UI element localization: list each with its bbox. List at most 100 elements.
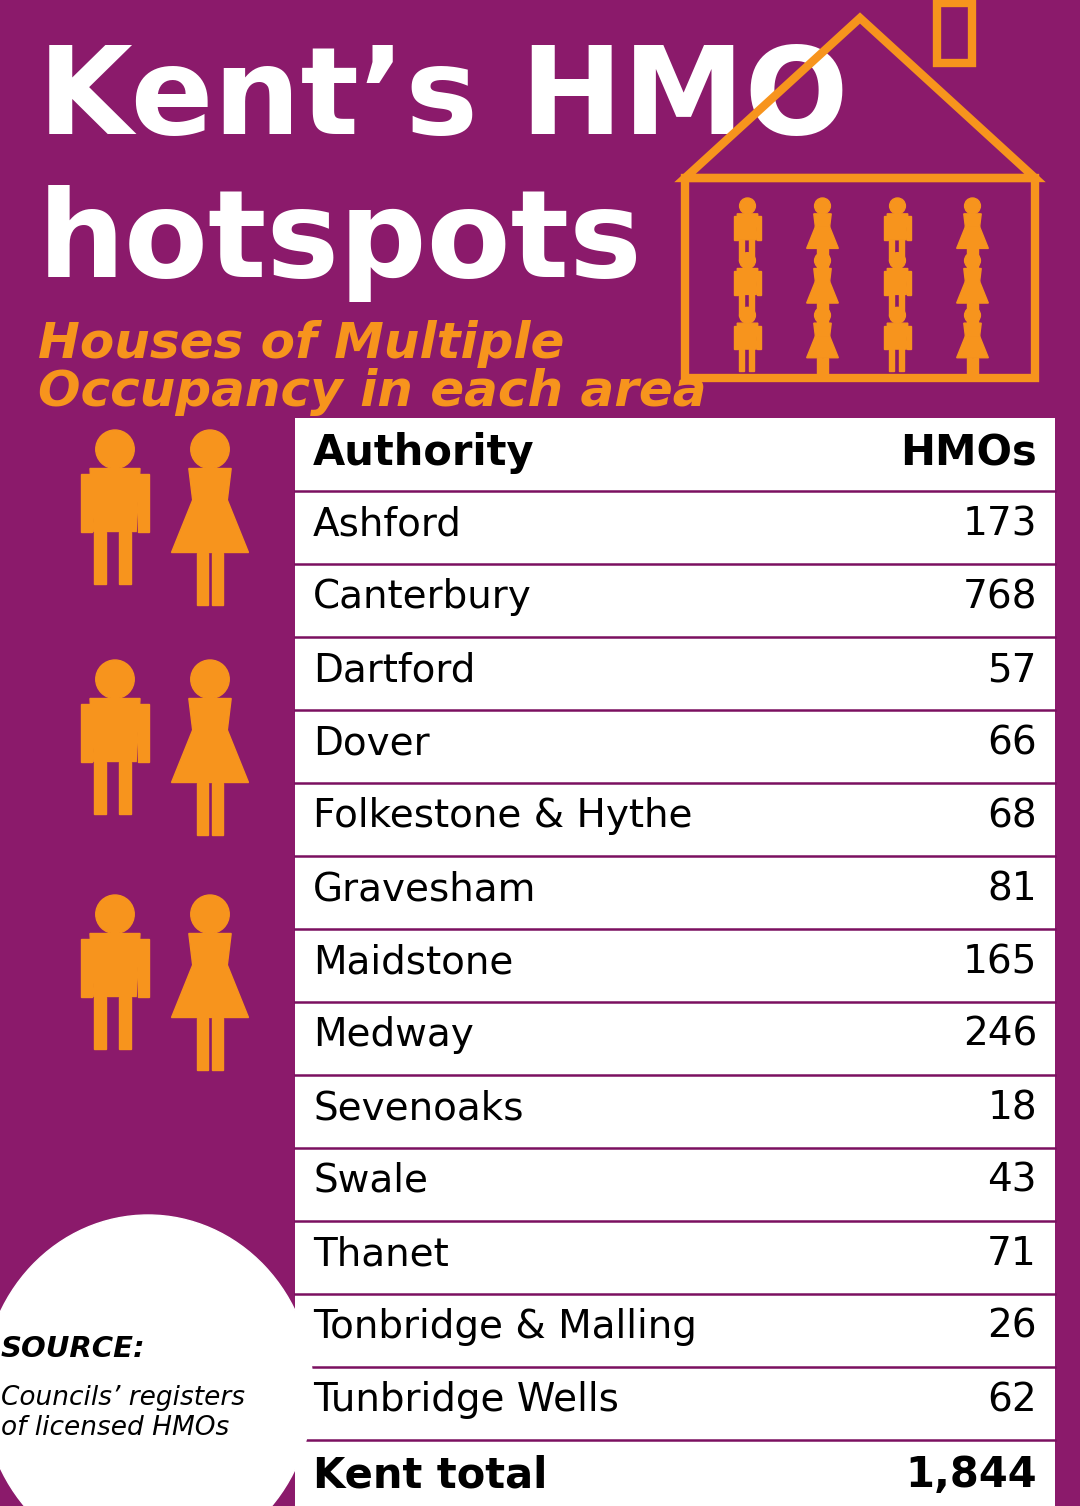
Bar	[119, 532, 131, 584]
Text: 246: 246	[962, 1017, 1037, 1054]
Text: Tunbridge Wells: Tunbridge Wells	[313, 1381, 619, 1419]
Text: Kent total: Kent total	[313, 1453, 548, 1495]
Bar	[733, 271, 738, 295]
Text: Medway: Medway	[313, 1017, 474, 1054]
Text: Councils’ registers
of licensed HMOs: Councils’ registers of licensed HMOs	[1, 1386, 245, 1441]
Polygon shape	[814, 268, 832, 282]
Polygon shape	[189, 699, 231, 730]
Bar	[733, 325, 738, 349]
Text: Kent’s HMO: Kent’s HMO	[38, 42, 849, 160]
Bar	[889, 295, 893, 316]
Text: Swale: Swale	[313, 1163, 428, 1200]
Text: Houses of Multiple: Houses of Multiple	[38, 319, 565, 367]
Text: 81: 81	[987, 870, 1037, 908]
Polygon shape	[172, 965, 248, 1018]
Bar	[94, 762, 106, 815]
Circle shape	[96, 660, 134, 699]
Circle shape	[96, 431, 134, 468]
Polygon shape	[90, 699, 140, 762]
Bar	[899, 349, 904, 370]
Bar	[750, 239, 754, 262]
Bar	[138, 705, 149, 762]
Bar	[899, 295, 904, 316]
Bar	[197, 783, 207, 834]
Bar	[883, 217, 888, 239]
Bar	[733, 217, 738, 239]
Circle shape	[814, 197, 831, 214]
Bar	[81, 474, 92, 532]
Bar	[968, 248, 972, 270]
Polygon shape	[807, 336, 838, 358]
Text: 68: 68	[987, 797, 1037, 834]
Circle shape	[964, 307, 981, 324]
Bar	[883, 271, 888, 295]
Bar	[818, 358, 822, 380]
Bar	[685, 178, 1035, 378]
Polygon shape	[738, 324, 758, 349]
Bar	[899, 239, 904, 262]
Bar	[937, 3, 972, 63]
Text: Canterbury: Canterbury	[313, 578, 531, 616]
Ellipse shape	[0, 1215, 313, 1506]
Bar	[823, 358, 828, 380]
Polygon shape	[814, 324, 832, 336]
Polygon shape	[172, 500, 248, 553]
Circle shape	[814, 253, 831, 268]
Text: Sevenoaks: Sevenoaks	[313, 1089, 524, 1126]
Circle shape	[191, 895, 229, 934]
Bar	[757, 217, 761, 239]
Polygon shape	[172, 730, 248, 783]
Text: 43: 43	[987, 1163, 1037, 1200]
Bar	[213, 553, 222, 605]
Bar	[907, 217, 912, 239]
Bar	[757, 271, 761, 295]
Bar	[757, 325, 761, 349]
Text: 173: 173	[962, 505, 1037, 544]
Text: Occupancy in each area: Occupancy in each area	[38, 367, 706, 416]
Text: 26: 26	[987, 1309, 1037, 1346]
Bar	[889, 349, 893, 370]
Polygon shape	[957, 227, 988, 248]
Circle shape	[964, 253, 981, 268]
Bar	[197, 1018, 207, 1069]
Polygon shape	[814, 214, 832, 227]
Polygon shape	[963, 324, 982, 336]
Bar	[818, 303, 822, 325]
Circle shape	[890, 197, 905, 214]
Bar	[750, 349, 754, 370]
Text: Folkestone & Hythe: Folkestone & Hythe	[313, 797, 692, 834]
Text: Authority: Authority	[313, 432, 535, 474]
Bar	[119, 762, 131, 815]
Polygon shape	[807, 282, 838, 303]
Text: 66: 66	[987, 724, 1037, 762]
Polygon shape	[189, 934, 231, 965]
Polygon shape	[189, 468, 231, 500]
Polygon shape	[90, 934, 140, 997]
Text: Gravesham: Gravesham	[313, 870, 537, 908]
Bar	[94, 532, 106, 584]
Text: Maidstone: Maidstone	[313, 943, 513, 980]
Polygon shape	[963, 268, 982, 282]
Bar	[94, 997, 106, 1050]
Polygon shape	[807, 227, 838, 248]
Text: 57: 57	[987, 651, 1037, 690]
Bar	[907, 271, 912, 295]
Circle shape	[740, 197, 755, 214]
Polygon shape	[90, 468, 140, 532]
Bar	[968, 358, 972, 380]
Bar	[750, 295, 754, 316]
Circle shape	[740, 253, 755, 268]
Bar	[973, 248, 977, 270]
Text: Dover: Dover	[313, 724, 430, 762]
Bar	[973, 303, 977, 325]
Text: hotspots: hotspots	[38, 185, 643, 303]
Bar	[739, 295, 744, 316]
Polygon shape	[738, 268, 758, 295]
Polygon shape	[957, 282, 988, 303]
Bar	[213, 1018, 222, 1069]
Circle shape	[191, 660, 229, 699]
Text: 768: 768	[962, 578, 1037, 616]
Bar	[968, 303, 972, 325]
Bar	[973, 358, 977, 380]
Text: 165: 165	[962, 943, 1037, 980]
